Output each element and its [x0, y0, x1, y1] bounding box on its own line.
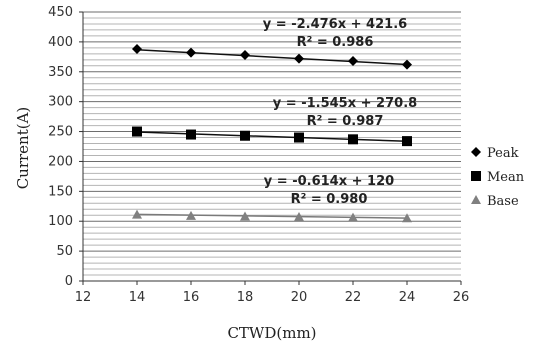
- data-point-base: [240, 211, 250, 221]
- data-point-peak: [402, 59, 412, 70]
- data-point-mean: [132, 126, 142, 137]
- y-tick-label: 300: [48, 95, 73, 110]
- x-tick-label: 14: [129, 290, 146, 305]
- data-point-base: [402, 213, 412, 223]
- legend-label-base: Base: [487, 194, 519, 209]
- y-axis-title: Current(A): [14, 107, 32, 190]
- data-point-base: [186, 210, 196, 220]
- trendline-base: [136, 213, 408, 219]
- trendlines: [136, 48, 408, 219]
- data-point-peak: [348, 56, 358, 67]
- data-point-mean: [402, 136, 412, 147]
- legend-label-mean: Mean: [487, 170, 525, 185]
- trendline-equation-base: y = -0.614x + 120: [264, 174, 394, 189]
- trendline-equation-peak: y = -2.476x + 421.6: [263, 17, 407, 32]
- legend: Peak Mean Base: [471, 146, 525, 209]
- y-tick-label: 250: [48, 125, 73, 140]
- data-point-base: [294, 212, 304, 222]
- data-point-mean: [186, 129, 196, 140]
- data-point-peak: [294, 53, 304, 64]
- data-point-base: [132, 209, 142, 219]
- trendline-mean: [136, 131, 408, 143]
- y-tick-label: 0: [65, 274, 73, 289]
- x-tick-label: 24: [399, 290, 416, 305]
- y-tick-label: 450: [48, 5, 73, 20]
- data-point-mean: [240, 130, 250, 141]
- trendline-equation-mean: y = -1.545x + 270.8: [273, 96, 417, 111]
- y-tick-label: 350: [48, 65, 73, 80]
- x-axis-title: CTWD(mm): [227, 324, 316, 342]
- x-tick-label: 16: [183, 290, 200, 305]
- trendline-labels: y = -2.476x + 421.6 R² = 0.986 y = -1.545x…: [263, 17, 417, 207]
- trendline-peak: [136, 48, 408, 66]
- data-point-base: [348, 212, 358, 222]
- data-point-mean: [294, 132, 304, 143]
- legend-marker-mean: [471, 171, 481, 181]
- y-tick-label: 100: [48, 214, 73, 229]
- data-point-peak: [240, 50, 250, 61]
- trendline-r2-base: R² = 0.980: [291, 192, 368, 207]
- data-markers: [132, 44, 412, 223]
- legend-marker-base: [471, 195, 481, 204]
- legend-label-peak: Peak: [487, 146, 519, 161]
- x-tick-label: 20: [291, 290, 308, 305]
- trendline-r2-mean: R² = 0.987: [307, 114, 384, 129]
- x-tick-label: 18: [237, 290, 254, 305]
- x-tick-label: 22: [345, 290, 362, 305]
- x-tick-label: 26: [453, 290, 470, 305]
- y-tick-label: 150: [48, 184, 73, 199]
- data-point-mean: [348, 134, 358, 145]
- trendline-r2-peak: R² = 0.986: [297, 35, 374, 50]
- axes: [79, 11, 462, 285]
- tick-labels: 0 50 100 150 200 250 300 350 400 450 12 14 16 18 20 22 2…: [48, 5, 469, 305]
- y-tick-label: 50: [56, 244, 73, 259]
- data-point-peak: [132, 44, 142, 55]
- data-point-peak: [186, 47, 196, 58]
- gridlines: [83, 11, 461, 276]
- legend-marker-peak: [471, 147, 481, 157]
- y-tick-label: 200: [48, 154, 73, 169]
- x-tick-label: 12: [75, 290, 92, 305]
- y-tick-label: 400: [48, 35, 73, 50]
